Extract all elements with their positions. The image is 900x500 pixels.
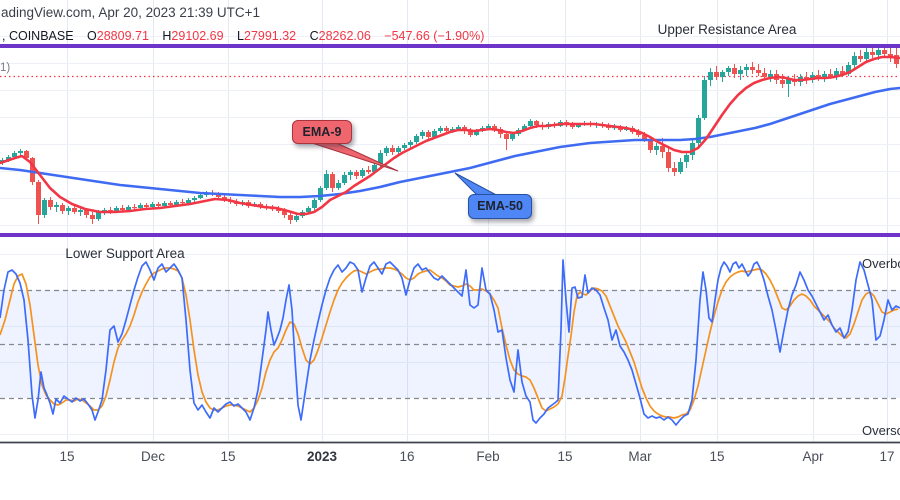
time-axis-label: 15 xyxy=(557,449,573,464)
time-axis-label: 15 xyxy=(59,449,75,464)
truncated-indicator-label: 1) xyxy=(0,62,11,74)
overbought-label: Overbought xyxy=(862,256,900,271)
ohlc-legend: , COINBASE O28809.71 H29102.69 L27991.32… xyxy=(2,29,494,43)
time-axis-label: 17 xyxy=(879,449,895,464)
time-axis-label: Dec xyxy=(140,449,165,464)
time-axis-label: Apr xyxy=(802,449,824,464)
low-readout: L27991.32 xyxy=(237,29,297,43)
ema50-callout[interactable]: EMA-50 xyxy=(468,194,532,219)
upper-resistance-area-label: Upper Resistance Area xyxy=(657,22,797,37)
time-axis-label: Feb xyxy=(476,449,500,464)
open-readout: O28809.71 xyxy=(87,29,149,43)
drawn-support-resistance-lines[interactable] xyxy=(0,44,900,444)
lower-support-area-label: Lower Support Area xyxy=(65,246,185,261)
gridlines xyxy=(0,0,900,441)
symbol-exchange-label: , COINBASE xyxy=(2,29,74,43)
oversold-label: Oversold xyxy=(862,423,900,438)
change-readout: −547.66 (−1.90%) xyxy=(384,29,485,43)
price-plot xyxy=(0,45,900,224)
time-axis-label: 16 xyxy=(399,449,415,464)
time-axis-label: 15 xyxy=(709,449,725,464)
high-readout: H29102.69 xyxy=(162,29,224,43)
time-axis-label: Mar xyxy=(628,449,652,464)
tradingview-watermark: adingView.com, Apr 20, 2023 21:39 UTC+1 xyxy=(1,5,261,20)
time-axis-label: 15 xyxy=(220,449,236,464)
time-axis-label: 2023 xyxy=(306,449,338,464)
close-readout: C28262.06 xyxy=(309,29,371,43)
ema9-callout[interactable]: EMA-9 xyxy=(292,120,352,144)
stochastic-plot xyxy=(0,259,900,426)
